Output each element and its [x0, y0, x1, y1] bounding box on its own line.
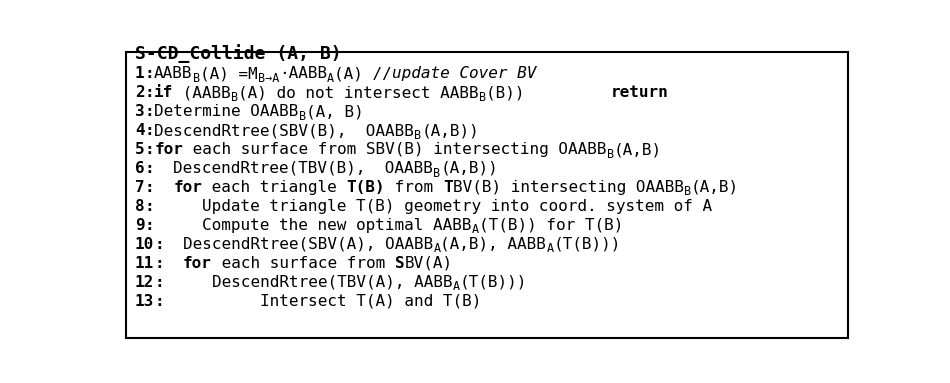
Text: :: : — [144, 104, 154, 119]
Text: BV(A): BV(A) — [405, 256, 452, 271]
Text: for: for — [183, 256, 212, 271]
Text: 3: 3 — [135, 104, 144, 119]
Text: :: : — [144, 180, 154, 195]
Text: if: if — [154, 85, 174, 100]
Text: DescendRtree(SBV(A), OAABB: DescendRtree(SBV(A), OAABB — [183, 237, 433, 252]
Text: DescendRtree(TBV(B),  OAABB: DescendRtree(TBV(B), OAABB — [174, 161, 433, 176]
Text: for: for — [174, 180, 202, 195]
Text: (A, B): (A, B) — [306, 104, 364, 119]
Text: 8: 8 — [135, 199, 144, 214]
Text: B: B — [298, 110, 306, 123]
Text: A: A — [452, 280, 460, 293]
Text: :: : — [154, 237, 163, 252]
Text: :: : — [144, 123, 154, 138]
Text: T(B): T(B) — [347, 180, 385, 195]
Text: :: : — [144, 161, 154, 176]
Text: update Cover BV: update Cover BV — [392, 66, 537, 81]
Text: 6: 6 — [135, 161, 144, 176]
Text: T: T — [443, 180, 452, 195]
Text: 9: 9 — [135, 218, 144, 233]
Text: each surface from: each surface from — [212, 256, 395, 271]
Text: (AABB: (AABB — [174, 85, 231, 100]
Text: (T(B))): (T(B))) — [554, 237, 620, 252]
Text: B: B — [231, 91, 238, 104]
Text: :: : — [154, 256, 163, 271]
Text: 1: 1 — [135, 66, 144, 81]
Text: (A) =M: (A) =M — [200, 66, 257, 81]
Text: ·AABB: ·AABB — [279, 66, 327, 81]
Text: Intersect T(A) and T(B): Intersect T(A) and T(B) — [260, 294, 482, 309]
Text: 12: 12 — [135, 275, 154, 290]
Text: 13: 13 — [135, 294, 154, 309]
Text: :: : — [144, 199, 154, 214]
Text: (T(B)) for T(B): (T(B)) for T(B) — [479, 218, 623, 233]
Text: B→A: B→A — [257, 72, 279, 85]
Text: each surface from SBV(B) intersecting OAABB: each surface from SBV(B) intersecting OA… — [183, 142, 606, 157]
Text: (A) //: (A) // — [334, 66, 392, 81]
Text: S-CD_Collide (A, B): S-CD_Collide (A, B) — [135, 44, 342, 63]
Text: for: for — [154, 142, 183, 157]
Text: (A,B)): (A,B)) — [421, 123, 479, 138]
Text: :: : — [154, 294, 163, 309]
Text: B: B — [684, 185, 691, 198]
Text: A: A — [546, 242, 554, 255]
Text: A: A — [433, 242, 441, 255]
Text: B: B — [414, 129, 421, 142]
Text: 2: 2 — [135, 85, 144, 100]
Text: (T(B))): (T(B))) — [460, 275, 527, 290]
Text: B: B — [479, 91, 486, 104]
Text: Update triangle T(B) geometry into coord. system of A: Update triangle T(B) geometry into coord… — [202, 199, 712, 214]
Text: A: A — [472, 223, 479, 236]
Text: 10: 10 — [135, 237, 154, 252]
Text: 4: 4 — [135, 123, 144, 138]
Text: 5: 5 — [135, 142, 144, 157]
Text: (B)): (B)) — [486, 85, 611, 100]
Text: S: S — [395, 256, 405, 271]
Text: :: : — [144, 142, 154, 157]
Text: B: B — [606, 147, 614, 160]
Text: each triangle: each triangle — [202, 180, 347, 195]
Text: BV(B) intersecting OAABB: BV(B) intersecting OAABB — [452, 180, 684, 195]
Text: Determine OAABB: Determine OAABB — [154, 104, 298, 119]
Text: from: from — [385, 180, 443, 195]
Text: DescendRtree(TBV(A), AABB: DescendRtree(TBV(A), AABB — [212, 275, 452, 290]
Text: return: return — [611, 85, 669, 100]
Text: (A,B): (A,B) — [614, 142, 662, 157]
Text: :: : — [144, 218, 154, 233]
Text: DescendRtree(SBV(B),  OAABB: DescendRtree(SBV(B), OAABB — [154, 123, 414, 138]
Text: :: : — [154, 275, 163, 290]
Text: A: A — [327, 72, 334, 85]
Text: B: B — [433, 167, 441, 180]
Text: AABB: AABB — [154, 66, 193, 81]
Text: 7: 7 — [135, 180, 144, 195]
Text: (A) do not intersect AABB: (A) do not intersect AABB — [238, 85, 479, 100]
Text: Compute the new optimal AABB: Compute the new optimal AABB — [202, 218, 472, 233]
Text: (A,B), AABB: (A,B), AABB — [441, 237, 546, 252]
Text: (A,B)): (A,B)) — [441, 161, 498, 176]
Text: :: : — [144, 85, 154, 100]
Text: :: : — [144, 66, 154, 81]
Text: (A,B): (A,B) — [691, 180, 739, 195]
Text: B: B — [193, 72, 200, 85]
Text: 11: 11 — [135, 256, 154, 271]
